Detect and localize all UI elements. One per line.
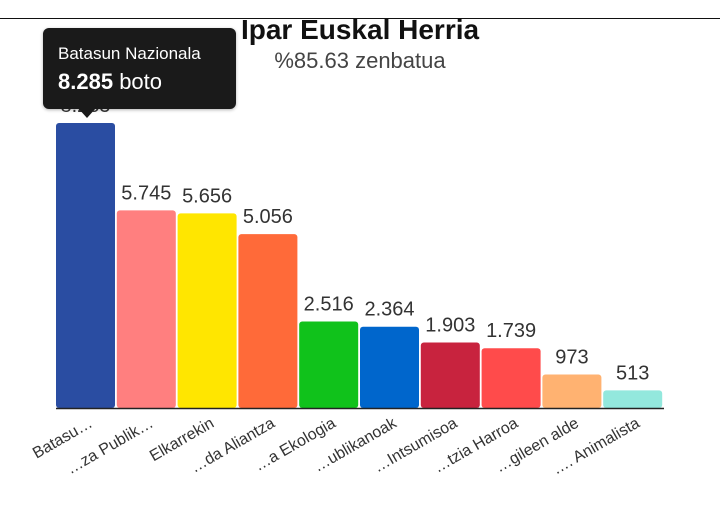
bar-2[interactable] [116,210,176,408]
value-label-3: 5.656 [182,185,232,207]
value-label-4: 5.056 [243,206,293,228]
bar-4[interactable] [238,234,298,408]
bar-8[interactable] [481,348,541,408]
value-label-8: 1.739 [486,320,536,342]
tooltip-value: 8.285 [58,69,114,94]
bar-5[interactable] [299,321,359,409]
value-label-6: 2.364 [364,299,414,321]
chart-subtitle: %85.63 zenbatua [274,48,446,73]
value-label-7: 1.903 [425,315,475,337]
bar-6[interactable] [360,326,419,408]
bars-group [56,123,663,409]
bar-1[interactable] [56,123,115,408]
tooltip-title: Batasun Nazionala [58,44,201,63]
top-rule [0,18,720,19]
value-label-9: 973 [555,347,588,369]
tooltip: Batasun Nazionala 8.285 boto [43,28,236,118]
tooltip-line: 8.285 boto [58,69,162,95]
bar-3[interactable] [177,213,237,408]
value-label-2: 5.745 [121,182,171,204]
tick-labels-group: Batasu……za Publik…Elkarrekin…da Aliantza… [30,414,643,478]
bar-7[interactable] [420,342,480,409]
tooltip-unit: boto [119,69,163,94]
tooltip-arrow [78,108,96,118]
chart-title: Ipar Euskal Herria [240,14,480,45]
bar-10[interactable] [603,390,663,408]
bar-9[interactable] [542,374,602,409]
value-label-5: 2.516 [304,294,354,316]
value-label-10: 513 [616,362,649,384]
